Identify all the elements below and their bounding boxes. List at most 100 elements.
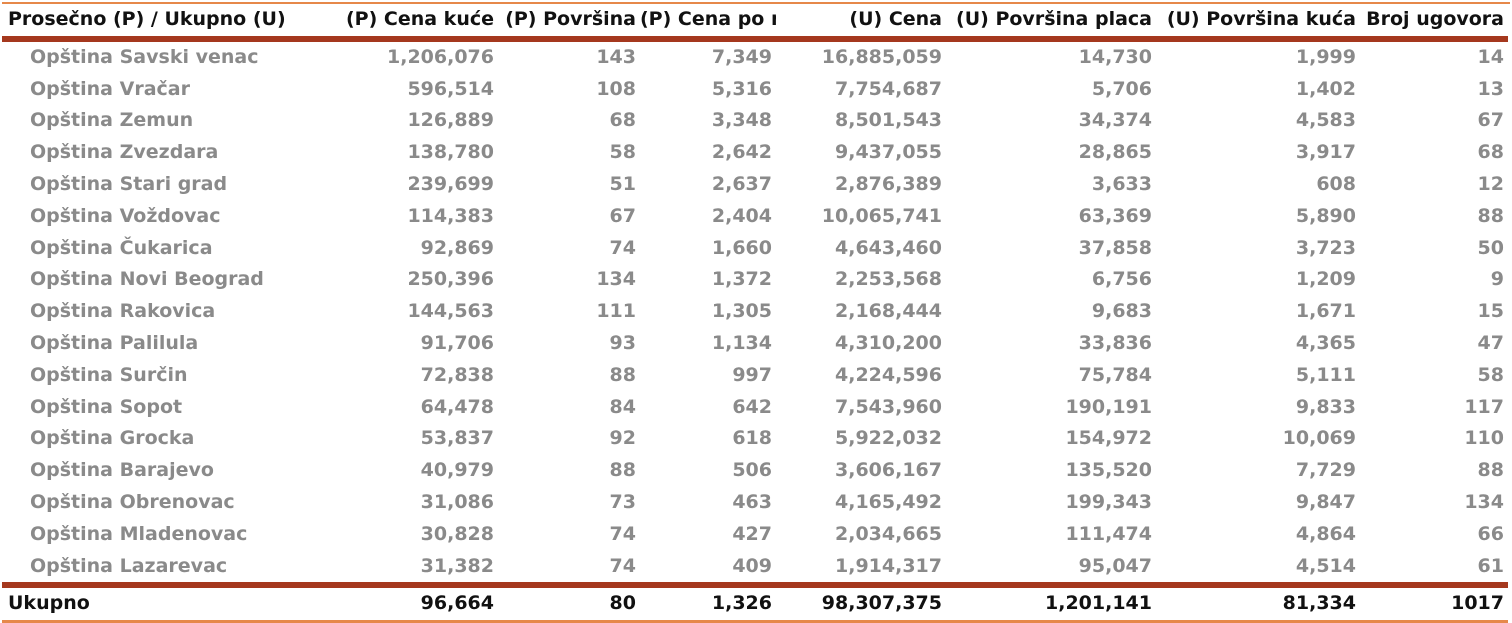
table-cell: 13 <box>1477 77 1504 100</box>
table-cell: 463 <box>732 490 772 513</box>
table-cell: 9,683 <box>1091 300 1152 323</box>
table-cell: 110 <box>1464 427 1504 450</box>
table-row: Opština Stari grad 239,699 51 2,637 2,876,38… <box>2 169 1508 201</box>
table-cell: 15 <box>1477 300 1504 323</box>
table-cell: 58 <box>609 141 636 164</box>
table-cell: 88 <box>1477 459 1504 482</box>
table-row: Opština Sopot 64,478 84 642 7,543,960 190,191… <box>2 392 1508 424</box>
table-cell: 1,999 <box>1295 45 1356 68</box>
table-cell: 506 <box>732 459 772 482</box>
column-header-total-lot-area: (U) Površina placa <box>956 8 1152 30</box>
table-cell: 75,784 <box>1078 363 1152 386</box>
column-header-total-price: (U) Cena <box>849 8 942 30</box>
table-cell: 73 <box>609 490 636 513</box>
municipality-name: Opština Voždovac <box>30 204 221 227</box>
table-cell: 608 <box>1316 172 1356 195</box>
municipality-name: Opština Grocka <box>30 427 195 450</box>
municipality-name: Opština Mladenovac <box>30 522 248 545</box>
table-cell: 66 <box>1477 522 1504 545</box>
table-cell: 40,979 <box>420 459 494 482</box>
table-cell: 33,836 <box>1078 331 1152 354</box>
table-cell: 5,706 <box>1091 77 1152 100</box>
table-row: Opština Grocka 53,837 92 618 5,922,032 154,97… <box>2 423 1508 455</box>
table-cell: 4,224,596 <box>835 363 942 386</box>
header-row: Prosečno (P) / Ukupno (U) (P) Cena kuće … <box>2 4 1508 39</box>
column-header-avg-house-price: (P) Cena kuće <box>345 8 494 30</box>
table-cell: 16,885,059 <box>821 45 942 68</box>
municipality-name: Opština Novi Beograd <box>30 268 264 291</box>
table-cell: 642 <box>732 395 772 418</box>
table-cell: 47 <box>1477 331 1504 354</box>
municipality-name: Opština Vračar <box>30 77 190 100</box>
column-header-avg-price-per-m2: (P) Cena po m2 <box>640 8 776 30</box>
table-row: Opština Voždovac 114,383 67 2,404 10,065,741… <box>2 201 1508 233</box>
table-cell: 117 <box>1464 395 1504 418</box>
table-cell: 4,365 <box>1295 331 1356 354</box>
total-cell: 1,201,141 <box>1045 592 1152 615</box>
municipality-name: Opština Barajevo <box>30 459 214 482</box>
table-cell: 154,972 <box>1065 427 1152 450</box>
table-cell: 14 <box>1477 45 1504 68</box>
total-cell: 96,664 <box>420 592 494 615</box>
total-cell: 98,307,375 <box>821 592 942 615</box>
table-cell: 1,209 <box>1295 268 1356 291</box>
table-cell: 239,699 <box>407 172 494 195</box>
table-cell: 427 <box>732 522 772 545</box>
table-cell: 618 <box>732 427 772 450</box>
table-cell: 5,111 <box>1295 363 1356 386</box>
table-footer: Ukupno 96,664 80 1,326 98,307,375 1,201,… <box>2 585 1508 622</box>
table-cell: 135,520 <box>1065 459 1152 482</box>
table-row: Opština Rakovica 144,563 111 1,305 2,168,444… <box>2 296 1508 328</box>
table-row: Opština Barajevo 40,979 88 506 3,606,167 135,… <box>2 455 1508 487</box>
municipality-price-table: Prosečno (P) / Ukupno (U) (P) Cena kuće … <box>2 4 1508 623</box>
table-cell: 111,474 <box>1065 522 1152 545</box>
municipality-name: Opština Lazarevac <box>30 554 228 577</box>
top-orange-rule <box>2 2 1510 4</box>
total-label: Ukupno <box>8 592 90 615</box>
total-cell: 81,334 <box>1282 592 1356 615</box>
table-cell: 409 <box>732 554 772 577</box>
table-row: Opština Vračar 596,514 108 5,316 7,754,687 5,… <box>2 74 1508 106</box>
table-cell: 9,833 <box>1295 395 1356 418</box>
table-cell: 88 <box>609 363 636 386</box>
table-cell: 108 <box>596 77 636 100</box>
municipality-name: Opština Zemun <box>30 109 194 132</box>
table-cell: 1,206,076 <box>387 45 494 68</box>
table-cell: 74 <box>609 554 636 577</box>
municipality-name: Opština Stari grad <box>30 172 228 195</box>
table-cell: 4,310,200 <box>835 331 942 354</box>
table-cell: 64,478 <box>420 395 494 418</box>
table-cell: 67 <box>609 204 636 227</box>
table-row: Opština Zemun 126,889 68 3,348 8,501,543 34,3… <box>2 105 1508 137</box>
table-cell: 67 <box>1477 109 1504 132</box>
table-cell: 134 <box>596 268 636 291</box>
table-cell: 126,889 <box>407 109 494 132</box>
table-cell: 7,543,960 <box>835 395 942 418</box>
table-cell: 5,922,032 <box>835 427 942 450</box>
total-cell: 80 <box>609 592 636 615</box>
table-cell: 1,660 <box>711 236 772 259</box>
total-cell: 1,326 <box>711 592 772 615</box>
table-cell: 4,165,492 <box>835 490 942 513</box>
municipality-name: Opština Savski venac <box>30 45 259 68</box>
table-cell: 250,396 <box>407 268 494 291</box>
table-row: Opština Surčin 72,838 88 997 4,224,596 75,784… <box>2 360 1508 392</box>
table-cell: 199,343 <box>1065 490 1152 513</box>
table-cell: 10,069 <box>1282 427 1356 450</box>
table-row: Opština Zvezdara 138,780 58 2,642 9,437,055 2… <box>2 137 1508 169</box>
table-cell: 34,374 <box>1078 109 1152 132</box>
table-cell: 74 <box>609 522 636 545</box>
table-cell: 88 <box>1477 204 1504 227</box>
table-cell: 7,349 <box>711 45 772 68</box>
total-cell: 1017 <box>1451 592 1504 615</box>
table-cell: 138,780 <box>407 141 494 164</box>
table-cell: 4,583 <box>1295 109 1356 132</box>
table-cell: 50 <box>1477 236 1504 259</box>
table-cell: 2,253,568 <box>835 268 942 291</box>
table-cell: 1,671 <box>1295 300 1356 323</box>
table-cell: 4,643,460 <box>835 236 942 259</box>
table-cell: 10,065,741 <box>821 204 942 227</box>
municipality-name: Opština Surčin <box>30 363 188 386</box>
table-cell: 9,847 <box>1295 490 1356 513</box>
table-cell: 111 <box>596 300 636 323</box>
